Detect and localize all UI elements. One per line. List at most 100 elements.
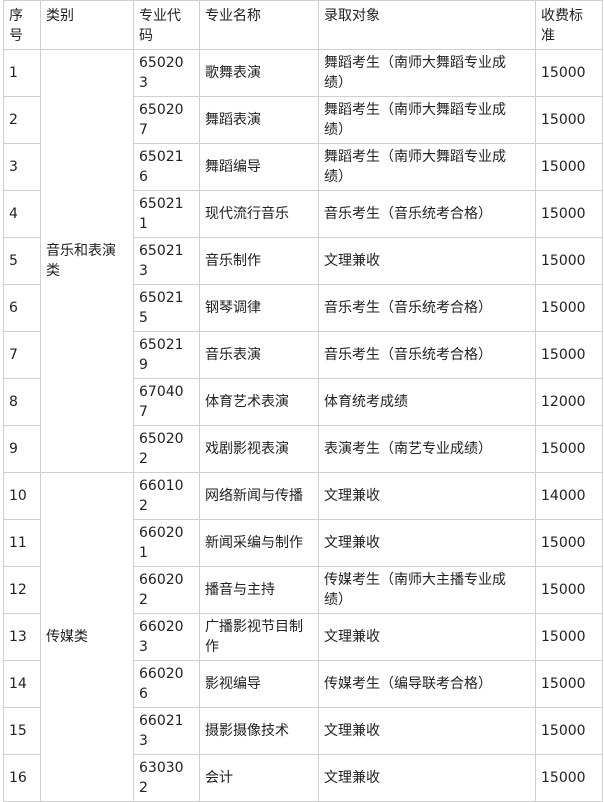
major-name: 舞蹈编导	[199, 143, 319, 191]
table-row: 1 音乐和表演类 650203 歌舞表演 舞蹈考生（南师大舞蹈专业成绩） 15000	[3, 49, 603, 473]
fee: 15000	[535, 49, 603, 97]
admission-target: 体育统考成绩	[318, 378, 536, 426]
table-row: 10 传媒类 660102 网络新闻与传播 文理兼收 14000	[3, 472, 603, 802]
header-cell: 收费标准	[535, 0, 603, 50]
admission-target: 舞蹈考生（南师大舞蹈专业成绩）	[318, 143, 536, 191]
admission-target: 舞蹈考生（南师大舞蹈专业成绩）	[318, 96, 536, 144]
admission-target: 文理兼收	[318, 472, 536, 520]
row-number: 5	[3, 237, 41, 285]
row-number: 9	[3, 425, 41, 473]
fee: 15000	[535, 190, 603, 238]
major-code: 660213	[133, 707, 200, 755]
admission-table: 序号 类别 专业代码 专业名称 录取对象 收费标准 1 音乐和表演类 650203 歌舞表演 舞蹈考…	[3, 0, 603, 802]
fee: 15000	[535, 284, 603, 332]
row-number: 13	[3, 613, 41, 661]
header-cell: 专业名称	[199, 0, 319, 50]
table-row: 2 650207 舞蹈表演 舞蹈考生（南师大舞蹈专业成绩） 15000	[3, 96, 603, 144]
major-code: 660102	[133, 472, 200, 520]
major-name: 钢琴调律	[199, 284, 319, 332]
major-code: 670407	[133, 378, 200, 426]
major-name: 音乐制作	[199, 237, 319, 285]
major-code: 660203	[133, 613, 200, 661]
row-number: 16	[3, 754, 41, 802]
row-number: 14	[3, 660, 41, 708]
major-name: 音乐表演	[199, 331, 319, 379]
row-number: 6	[3, 284, 41, 332]
table-row: 8 670407 体育艺术表演 体育统考成绩 12000	[3, 378, 603, 426]
category-cell: 音乐和表演类	[40, 49, 134, 473]
row-number: 15	[3, 707, 41, 755]
admission-target: 传媒考生（南师大主播专业成绩）	[318, 566, 536, 614]
major-code: 630302	[133, 754, 200, 802]
major-name: 舞蹈表演	[199, 96, 319, 144]
fee: 15000	[535, 143, 603, 191]
major-name: 影视编导	[199, 660, 319, 708]
header-cell: 序号	[3, 0, 41, 50]
admission-target: 文理兼收	[318, 754, 536, 802]
table-row: 4 650211 现代流行音乐 音乐考生（音乐统考合格） 15000	[3, 190, 603, 238]
admission-target: 文理兼收	[318, 613, 536, 661]
row-number: 2	[3, 96, 41, 144]
header-cell: 专业代码	[133, 0, 200, 50]
header-cell: 录取对象	[318, 0, 536, 50]
admission-target: 传媒考生（编导联考合格）	[318, 660, 536, 708]
major-name: 会计	[199, 754, 319, 802]
major-code: 650211	[133, 190, 200, 238]
admission-target: 舞蹈考生（南师大舞蹈专业成绩）	[318, 49, 536, 97]
fee: 15000	[535, 660, 603, 708]
admission-target: 音乐考生（音乐统考合格）	[318, 331, 536, 379]
row-number: 8	[3, 378, 41, 426]
fee: 15000	[535, 331, 603, 379]
fee: 15000	[535, 237, 603, 285]
fee: 15000	[535, 519, 603, 567]
row-number: 1	[3, 49, 41, 97]
major-code: 660202	[133, 566, 200, 614]
major-code: 650213	[133, 237, 200, 285]
row-number: 10	[3, 472, 41, 520]
row-number: 3	[3, 143, 41, 191]
admission-target: 文理兼收	[318, 237, 536, 285]
header-row: 序号 类别 专业代码 专业名称 录取对象 收费标准	[3, 0, 603, 50]
table-row: 9 650202 戏剧影视表演 表演考生（南艺专业成绩） 15000	[3, 425, 603, 473]
major-code: 650219	[133, 331, 200, 379]
table-row: 6 650215 钢琴调律 音乐考生（音乐统考合格） 15000	[3, 284, 603, 332]
major-name: 网络新闻与传播	[199, 472, 319, 520]
major-name: 播音与主持	[199, 566, 319, 614]
major-code: 660206	[133, 660, 200, 708]
admission-target: 文理兼收	[318, 519, 536, 567]
fee: 15000	[535, 425, 603, 473]
category-cell: 传媒类	[40, 472, 134, 802]
fee: 15000	[535, 707, 603, 755]
admission-target: 文理兼收	[318, 707, 536, 755]
fee: 12000	[535, 378, 603, 426]
table-row: 11 660201 新闻采编与制作 文理兼收 15000	[3, 519, 603, 567]
major-name: 体育艺术表演	[199, 378, 319, 426]
fee: 15000	[535, 754, 603, 802]
fee: 15000	[535, 96, 603, 144]
major-code: 650207	[133, 96, 200, 144]
major-code: 650203	[133, 49, 200, 97]
fee: 14000	[535, 472, 603, 520]
page: 序号 类别 专业代码 专业名称 录取对象 收费标准 1 音乐和表演类 650203 歌舞表演 舞蹈考…	[3, 0, 603, 802]
admission-target: 表演考生（南艺专业成绩）	[318, 425, 536, 473]
major-name: 戏剧影视表演	[199, 425, 319, 473]
major-name: 新闻采编与制作	[199, 519, 319, 567]
major-code: 650216	[133, 143, 200, 191]
row-number: 7	[3, 331, 41, 379]
header-cell: 类别	[40, 0, 134, 50]
table-row: 5 650213 音乐制作 文理兼收 15000	[3, 237, 603, 285]
fee: 15000	[535, 566, 603, 614]
table-row: 7 650219 音乐表演 音乐考生（音乐统考合格） 15000	[3, 331, 603, 379]
row-number: 4	[3, 190, 41, 238]
major-code: 650202	[133, 425, 200, 473]
admission-target: 音乐考生（音乐统考合格）	[318, 284, 536, 332]
fee: 15000	[535, 613, 603, 661]
major-name: 现代流行音乐	[199, 190, 319, 238]
major-name: 摄影摄像技术	[199, 707, 319, 755]
table-row: 3 650216 舞蹈编导 舞蹈考生（南师大舞蹈专业成绩） 15000	[3, 143, 603, 191]
admission-target: 音乐考生（音乐统考合格）	[318, 190, 536, 238]
major-code: 660201	[133, 519, 200, 567]
major-name: 广播影视节目制作	[199, 613, 319, 661]
major-name: 歌舞表演	[199, 49, 319, 97]
row-number: 11	[3, 519, 41, 567]
